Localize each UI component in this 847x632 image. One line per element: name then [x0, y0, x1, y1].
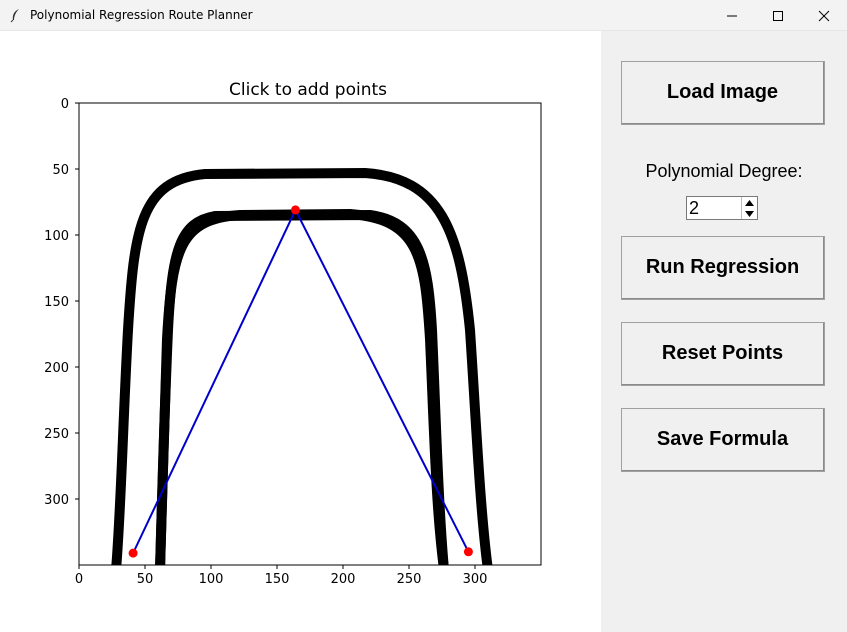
plot-title: Click to add points: [229, 80, 387, 100]
caret-up-icon: [745, 199, 754, 206]
x-tick-label: 250: [397, 572, 422, 587]
y-tick-label: 300: [44, 493, 69, 508]
y-tick-label: 50: [52, 163, 69, 178]
save-formula-button[interactable]: Save Formula: [621, 408, 825, 472]
degree-spinbox[interactable]: 2: [686, 196, 758, 220]
close-icon: [818, 10, 830, 21]
plot-canvas[interactable]: Click to add points 0 50 100 150 200 250 300 0…: [0, 31, 601, 632]
y-tick-label: 0: [61, 97, 69, 112]
x-tick-label: 300: [463, 572, 488, 587]
y-tick-label: 250: [44, 427, 69, 442]
x-tick-label: 200: [331, 572, 356, 587]
close-button[interactable]: [801, 0, 847, 31]
x-tick-label: 100: [199, 572, 224, 587]
y-tick-label: 100: [44, 229, 69, 244]
reset-points-button[interactable]: Reset Points: [621, 322, 825, 386]
x-tick-label: 150: [265, 572, 290, 587]
minimize-icon: [727, 15, 737, 16]
run-regression-button[interactable]: Run Regression: [621, 236, 825, 300]
spin-up-button[interactable]: [742, 197, 757, 208]
window-title: Polynomial Regression Route Planner: [30, 8, 253, 22]
route-point[interactable]: [463, 547, 473, 557]
spin-down-button[interactable]: [742, 208, 757, 219]
maximize-icon: [773, 10, 783, 21]
minimize-button[interactable]: [709, 0, 755, 31]
y-tick-label: 200: [44, 361, 69, 376]
degree-value[interactable]: 2: [689, 198, 700, 218]
feather-icon: [10, 9, 19, 23]
x-tick-label: 50: [137, 572, 154, 587]
plot-frame: [78, 102, 542, 566]
inner-track: [155, 209, 449, 565]
plot-area: Click to add points 0 50 100 150 200 250 300 0…: [0, 31, 601, 632]
title-bar: Polynomial Regression Route Planner: [0, 0, 847, 31]
y-tick-label: 150: [44, 295, 69, 310]
control-panel: Load Image Polynomial Degree: 2 Run Regr…: [601, 31, 847, 632]
load-image-button[interactable]: Load Image: [621, 61, 825, 125]
caret-down-icon: [745, 210, 754, 217]
route-point[interactable]: [290, 205, 300, 215]
route-point[interactable]: [128, 548, 138, 558]
degree-label: Polynomial Degree:: [645, 161, 803, 181]
spin-arrows: [741, 197, 757, 219]
x-tick-label: 0: [75, 572, 83, 587]
maximize-button[interactable]: [755, 0, 801, 31]
